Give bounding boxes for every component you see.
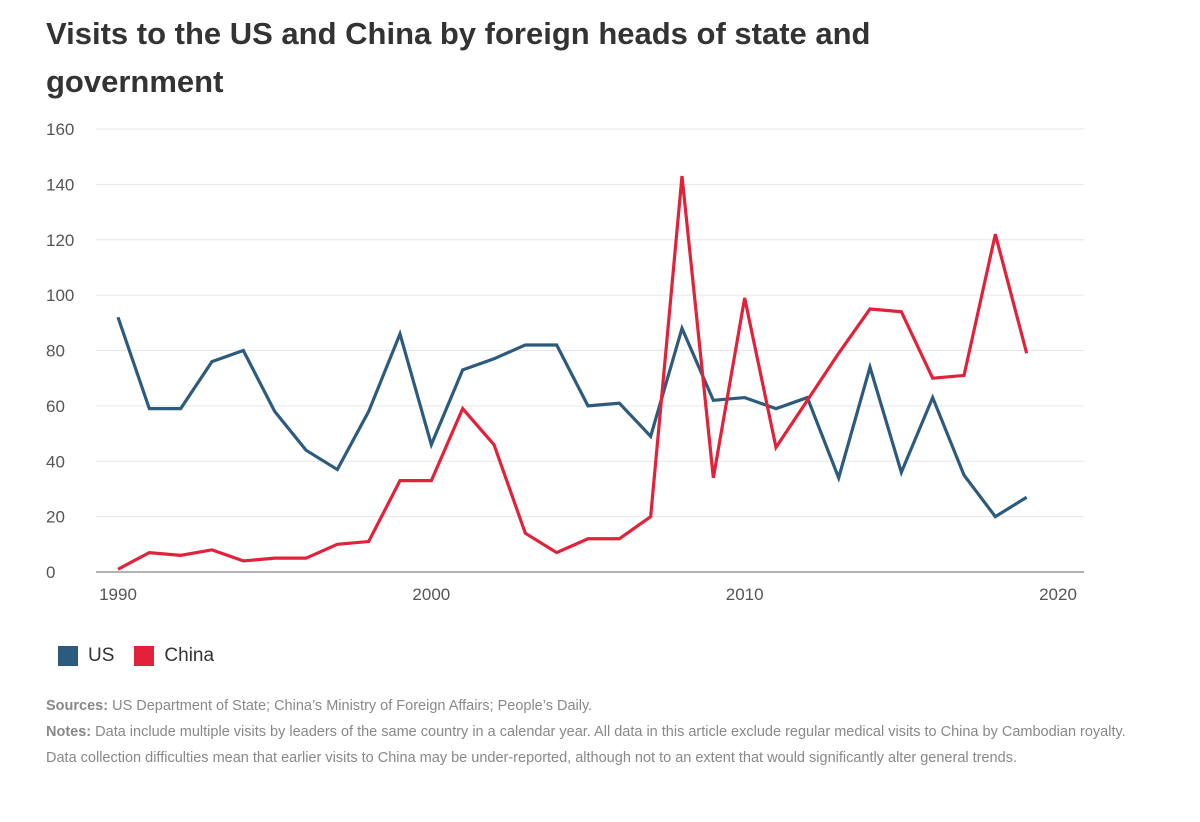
- line-chart: 0 20 40 60 80 100 120 140 160 1990 2000 2010 2020: [46, 120, 1084, 604]
- footer-notes: Sources: US Department of State; China’s…: [46, 693, 1136, 771]
- chart-title: Visits to the US and China by foreign he…: [46, 16, 871, 99]
- y-tick-label-0: 0: [46, 563, 55, 582]
- legend-label-china: China: [164, 645, 215, 666]
- y-tick-label-60: 60: [46, 397, 65, 416]
- notes-text: Data include multiple visits by leaders …: [46, 724, 1126, 766]
- legend-swatch-us: [58, 646, 78, 666]
- notes-label: Notes:: [46, 724, 92, 740]
- notes-line: Notes: Data include multiple visits by l…: [46, 719, 1136, 771]
- sources-text: US Department of State; China’s Ministry…: [108, 698, 593, 714]
- sources-line: Sources: US Department of State; China’s…: [46, 693, 1136, 719]
- x-tick-label-1990: 1990: [99, 585, 137, 604]
- series-line-china: [117, 175, 1029, 571]
- x-tick-label-2010: 2010: [726, 585, 764, 604]
- x-tick-label-2000: 2000: [412, 585, 450, 604]
- y-tick-label-140: 140: [46, 175, 74, 194]
- y-tick-label-120: 120: [46, 231, 74, 250]
- y-tick-label-80: 80: [46, 342, 65, 361]
- legend: US China: [58, 645, 214, 667]
- legend-item-us[interactable]: US: [58, 645, 114, 667]
- y-tick-label-20: 20: [46, 508, 65, 527]
- legend-item-china[interactable]: China: [134, 645, 214, 667]
- y-tick-label-100: 100: [46, 286, 74, 305]
- x-tick-label-2020: 2020: [1039, 585, 1077, 604]
- sources-label: Sources:: [46, 698, 109, 714]
- legend-swatch-china: [134, 646, 155, 666]
- series-line-us: [116, 316, 1028, 519]
- y-tick-label-40: 40: [46, 452, 65, 471]
- y-tick-label-160: 160: [46, 120, 74, 139]
- legend-label-us: US: [88, 645, 115, 666]
